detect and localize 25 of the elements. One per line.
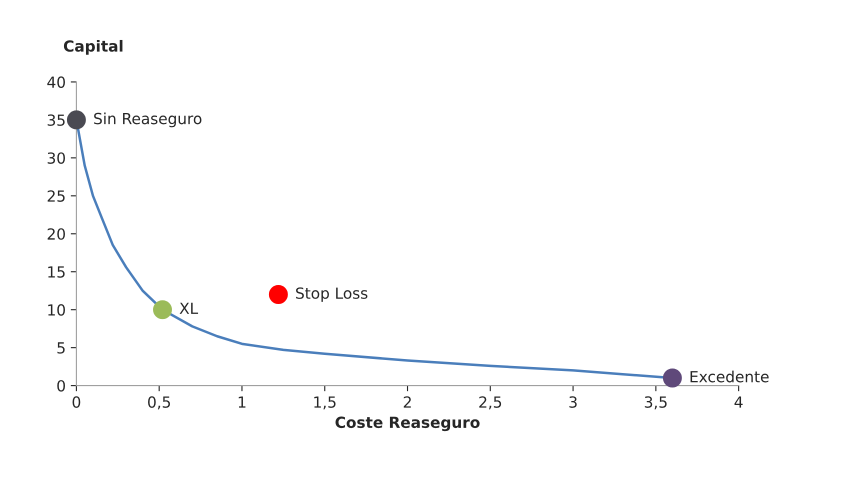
x-tick-label: 2,5 (479, 396, 502, 410)
annotation: Stop Loss (296, 287, 368, 302)
x-tick-label: 0 (72, 396, 80, 408)
x-tick-label: 1 (238, 396, 246, 408)
annotation: Sin Reaseguro (94, 112, 202, 128)
y-tick-label: 15 (48, 266, 65, 278)
y-tick-label: 5 (57, 342, 65, 354)
annotation: Excedente (690, 370, 769, 382)
x-tick-label: 2 (404, 396, 411, 408)
x-tick-label: 1,5 (314, 396, 336, 410)
annotation: XL (180, 302, 198, 314)
x-tick-label: 3 (569, 396, 577, 408)
x-tick-label: 4 (734, 396, 743, 408)
y-axis-title: Capital (64, 40, 122, 55)
x-tick-label: 3,5 (644, 396, 667, 410)
y-tick-label: 40 (47, 76, 65, 88)
y-tick-label: 20 (48, 228, 65, 240)
y-tick-label: 30 (48, 152, 65, 164)
y-tick-label: 0 (57, 380, 65, 392)
y-tick-label: 25 (48, 190, 65, 202)
point (66, 110, 86, 130)
y-tick-label: 35 (48, 114, 65, 126)
y-tick-label: 10 (48, 304, 65, 316)
x-axis-title: Coste Reaseguro (336, 416, 480, 432)
x-tick-label: 0,5 (148, 396, 170, 410)
